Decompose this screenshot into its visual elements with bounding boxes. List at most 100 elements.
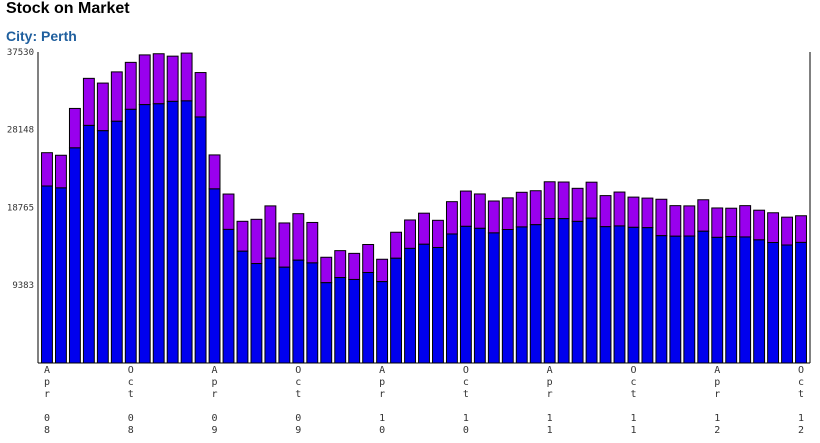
bar-upper [445,201,458,235]
bar-lower [459,225,472,364]
bar-lower [641,227,654,364]
bar-lower [739,236,752,364]
bar-lower [348,278,361,364]
bar-upper [376,258,389,283]
bar-upper [459,190,472,227]
x-tick-month-char: A [44,365,50,376]
bar-upper [711,207,724,238]
bar-upper [152,53,165,105]
x-tick-year-char: 8 [44,425,50,436]
bar-lower [292,259,305,364]
x-tick-year-char: 9 [212,425,218,436]
x-tick-year-char: 8 [128,425,134,436]
bar-lower [613,225,626,364]
bar-upper [529,190,542,226]
bar-lower [753,239,766,364]
x-tick-month-char: p [379,377,385,388]
x-tick-month-char: c [798,377,804,388]
x-tick-month-char: O [295,365,301,376]
bar-lower [376,281,389,364]
x-tick-month-char: t [630,389,636,400]
bar-upper [110,71,123,122]
bar-upper [82,77,95,126]
x-tick-layer: Apr08Oct08Apr09Oct09Apr10Oct10Apr11Oct11… [44,365,804,436]
bar-lower [543,218,556,364]
bar-lower [166,100,179,364]
page-title: Stock on Market [6,0,130,17]
bar-upper [753,209,766,241]
bar-upper [404,219,416,249]
bar-upper [320,256,333,284]
bar-lower [711,236,724,364]
x-tick-year-char: 1 [547,413,553,424]
x-tick-label: Apr 08 [44,365,50,436]
x-tick-year-char: 1 [798,413,804,424]
x-tick-month-char: r [547,389,553,400]
bar-upper [208,154,221,190]
x-tick-month-char: c [128,377,134,388]
x-tick-month-char: t [798,389,804,400]
bar-lower [697,230,710,364]
bar-upper [571,187,584,222]
bar-upper [68,107,81,149]
x-tick-label: Apr 10 [379,365,385,436]
x-tick-month-char: O [630,365,636,376]
x-tick-label: Oct 10 [463,365,469,436]
bar-upper [501,197,514,231]
bar-upper [557,181,570,220]
x-tick-month-char: p [212,377,218,388]
x-tick-month-char: O [798,365,804,376]
x-tick-year-char: 0 [128,413,134,424]
x-tick-month-char: A [379,365,385,376]
bar-upper [641,197,654,229]
x-tick-year-char: 0 [379,425,385,436]
bar-lower [627,226,640,364]
y-tick-layer: 9383 18765 28148 37530 [7,48,34,291]
bar-lower [767,242,780,364]
x-tick-month-char: r [379,389,385,400]
bars-layer [41,52,807,364]
bar-upper [655,198,668,237]
bar-lower [96,130,109,364]
bar-lower [390,257,403,364]
x-tick-month-char: c [463,377,469,388]
bar-upper [487,200,500,234]
x-tick-year-char: 0 [295,413,301,424]
bar-lower [404,247,416,364]
x-tick-year-char: 1 [379,413,385,424]
bar-lower [250,263,263,364]
x-tick-month-char: r [714,389,720,400]
bar-upper [767,212,780,244]
x-tick-label: Oct 08 [128,365,134,436]
bar-lower [264,257,277,364]
x-tick-month-char: c [295,377,301,388]
x-tick-year-char: 2 [714,425,720,436]
y-tick-label: 37530 [7,48,34,58]
x-tick-label: Apr 11 [547,365,553,436]
bar-upper [739,205,752,238]
bar-lower [669,235,682,364]
x-tick-year-char: 9 [295,425,301,436]
bar-lower [124,108,137,364]
bar-lower [208,188,221,364]
bar-lower [473,227,486,364]
bar-upper [306,221,319,264]
bar-upper [725,207,738,238]
bar-lower [278,266,291,364]
x-tick-month-char: p [44,377,50,388]
x-tick-month-char: O [128,365,134,376]
bar-upper [96,82,109,132]
bar-upper [236,220,249,252]
bar-lower [138,104,151,364]
x-tick-year-char: 1 [714,413,720,424]
bar-lower [529,224,542,364]
x-tick-month-char: r [44,389,50,400]
x-tick-month-char: O [463,365,469,376]
bar-lower [194,116,207,364]
bar-lower [501,229,514,364]
bar-lower [432,246,444,364]
bar-lower [487,232,500,364]
bar-upper [781,216,794,246]
bar-upper [515,191,528,228]
